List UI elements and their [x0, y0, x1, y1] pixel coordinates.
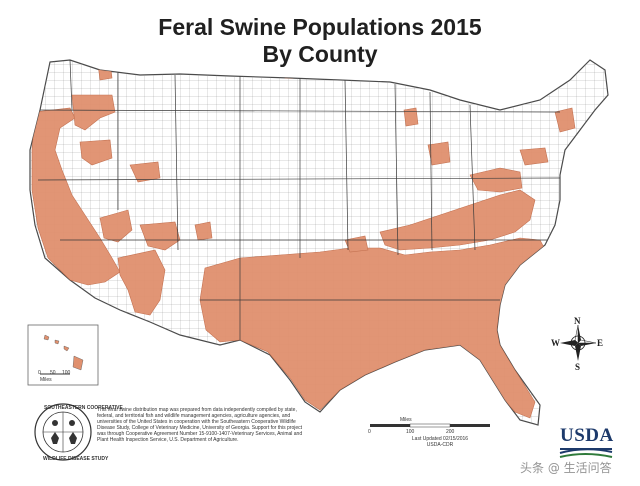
main-scale-bar — [370, 423, 490, 428]
usda-logo-bar — [560, 448, 612, 450]
scale-tick-0: 0 — [368, 429, 371, 435]
presence-region-arizona — [117, 249, 166, 316]
inset-scale-unit: Miles — [40, 377, 52, 383]
presence-region-north-dakota — [284, 69, 294, 79]
last-updated-text: Last Updated 02/15/2016 — [411, 436, 469, 442]
presence-region-michigan — [427, 141, 451, 166]
inset-scale-tick-50: 50 — [50, 370, 56, 376]
compass-south-label: S — [575, 362, 581, 372]
compass-west-label: W — [551, 338, 560, 348]
scale-tick-200: 200 — [446, 429, 455, 435]
hawaii-island-2 — [54, 339, 60, 345]
presence-region-southern-states — [199, 237, 549, 419]
presence-region-utah — [129, 161, 161, 183]
inset-scale-tick-100: 100 — [62, 370, 71, 376]
credit-text: USDA-CDR — [426, 442, 454, 448]
hawaii-island-1 — [43, 334, 50, 341]
presence-region-new-york — [554, 107, 576, 133]
watermark-text: 头条 @ 生活问答 — [520, 461, 612, 475]
compass-north-label: N — [574, 316, 581, 326]
hawaii-island-4 — [72, 355, 84, 371]
scwds-seal — [34, 403, 92, 461]
compass-east-label: E — [597, 338, 604, 348]
scale-unit: Miles — [400, 417, 412, 423]
state-boundaries — [34, 60, 561, 340]
inset-scale-tick-0: 0 — [38, 370, 41, 376]
presence-region-new-mexico — [139, 221, 181, 251]
scale-tick-100: 100 — [406, 429, 415, 435]
usda-logo-text: USDA — [560, 425, 614, 446]
presence-region-wisconsin — [403, 107, 419, 127]
data-source-note: This feral swine distribution map was pr… — [97, 407, 303, 443]
presence-region-colorado — [194, 221, 213, 241]
presence-region-oregon-west — [71, 94, 116, 131]
last-updated-block: Last Updated 02/15/2016 USDA-CDR — [380, 436, 500, 448]
seal-top-text: SOUTHEASTERN COOPERATIVE — [44, 405, 123, 411]
seal-bottom-text: WILDLIFE DISEASE STUDY — [43, 456, 109, 462]
presence-region-mid-south — [379, 189, 536, 251]
presence-region-nevada — [99, 209, 133, 243]
presence-region-oregon-east — [79, 139, 113, 166]
title-line-1: Feral Swine Populations 2015 — [158, 14, 482, 40]
deer-seal-icon — [51, 420, 77, 444]
presence-region-pennsylvania — [519, 147, 549, 166]
usda-logo-swoosh — [559, 448, 613, 458]
hawaii-island-3 — [63, 345, 70, 352]
hawaii-inset — [27, 324, 99, 386]
compass-rose-icon — [560, 324, 597, 361]
presence-region-ohio-valley — [469, 167, 523, 193]
presence-region-pacific-coast — [31, 107, 121, 286]
title-line-2: By County — [262, 41, 378, 67]
map-title: Feral Swine Populations 2015 By County — [0, 14, 640, 68]
